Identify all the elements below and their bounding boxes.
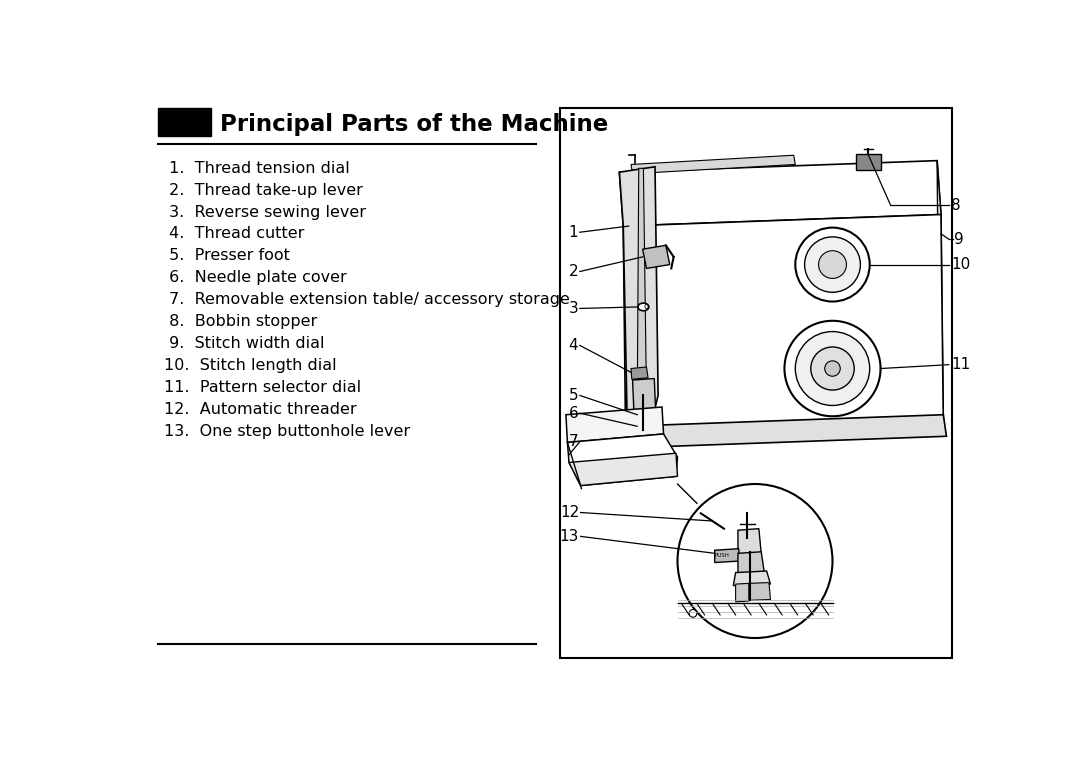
Text: o: o (644, 302, 649, 311)
Polygon shape (735, 584, 748, 602)
Polygon shape (637, 413, 649, 421)
Circle shape (811, 347, 854, 390)
Polygon shape (631, 155, 795, 174)
Polygon shape (619, 167, 658, 419)
Bar (855, 154, 880, 170)
Text: 6: 6 (568, 406, 578, 421)
Polygon shape (625, 415, 946, 447)
Circle shape (805, 237, 861, 292)
Polygon shape (733, 571, 770, 586)
Bar (559, 108, 951, 658)
Polygon shape (738, 529, 761, 556)
Text: 9: 9 (954, 231, 964, 247)
Polygon shape (619, 161, 941, 226)
Text: 6.  Needle plate cover: 6. Needle plate cover (164, 270, 347, 285)
Text: 3.  Reverse sewing lever: 3. Reverse sewing lever (164, 205, 366, 219)
Text: 5: 5 (569, 388, 578, 403)
Text: 8.  Bobbin stopper: 8. Bobbin stopper (164, 314, 318, 330)
Text: 11.  Pattern selector dial: 11. Pattern selector dial (164, 380, 362, 395)
Text: 13.  One step buttonhole lever: 13. One step buttonhole lever (164, 424, 410, 439)
Text: 2.  Thread take-up lever: 2. Thread take-up lever (164, 183, 363, 198)
Text: 4: 4 (569, 338, 578, 353)
Text: Principal Parts of the Machine: Principal Parts of the Machine (220, 113, 608, 136)
Polygon shape (567, 434, 677, 486)
Polygon shape (566, 407, 663, 442)
Polygon shape (750, 583, 770, 600)
Text: 7: 7 (569, 435, 578, 449)
Circle shape (825, 361, 840, 376)
Text: 2: 2 (569, 264, 578, 279)
Polygon shape (633, 378, 656, 416)
Circle shape (795, 332, 869, 406)
Polygon shape (715, 549, 740, 562)
Polygon shape (643, 245, 670, 269)
Polygon shape (738, 552, 765, 575)
Text: 1.  Thread tension dial: 1. Thread tension dial (164, 161, 350, 176)
Polygon shape (631, 367, 648, 379)
Circle shape (677, 484, 833, 638)
Text: 4.  Thread cutter: 4. Thread cutter (164, 227, 305, 241)
Text: 1: 1 (569, 224, 578, 240)
Polygon shape (569, 454, 677, 486)
Text: PUSH: PUSH (714, 553, 729, 558)
Circle shape (689, 610, 697, 617)
Polygon shape (637, 168, 647, 411)
Text: 10: 10 (951, 257, 970, 272)
Bar (159, 108, 211, 136)
Polygon shape (937, 161, 943, 426)
Text: 7.  Removable extension table/ accessory storage: 7. Removable extension table/ accessory … (164, 292, 570, 307)
Text: 9.  Stitch width dial: 9. Stitch width dial (164, 336, 325, 351)
Text: 8: 8 (951, 198, 961, 213)
Ellipse shape (638, 303, 649, 310)
Polygon shape (623, 215, 943, 434)
Circle shape (795, 228, 869, 301)
Text: 10.  Stitch length dial: 10. Stitch length dial (164, 358, 337, 373)
Text: 11: 11 (951, 357, 970, 372)
Circle shape (784, 321, 880, 416)
Text: 13: 13 (559, 529, 579, 544)
Text: 5.  Presser foot: 5. Presser foot (164, 248, 291, 263)
Circle shape (819, 250, 847, 279)
Text: 3: 3 (568, 301, 578, 316)
Text: 12.  Automatic threader: 12. Automatic threader (164, 402, 357, 417)
Text: 12: 12 (559, 505, 579, 520)
